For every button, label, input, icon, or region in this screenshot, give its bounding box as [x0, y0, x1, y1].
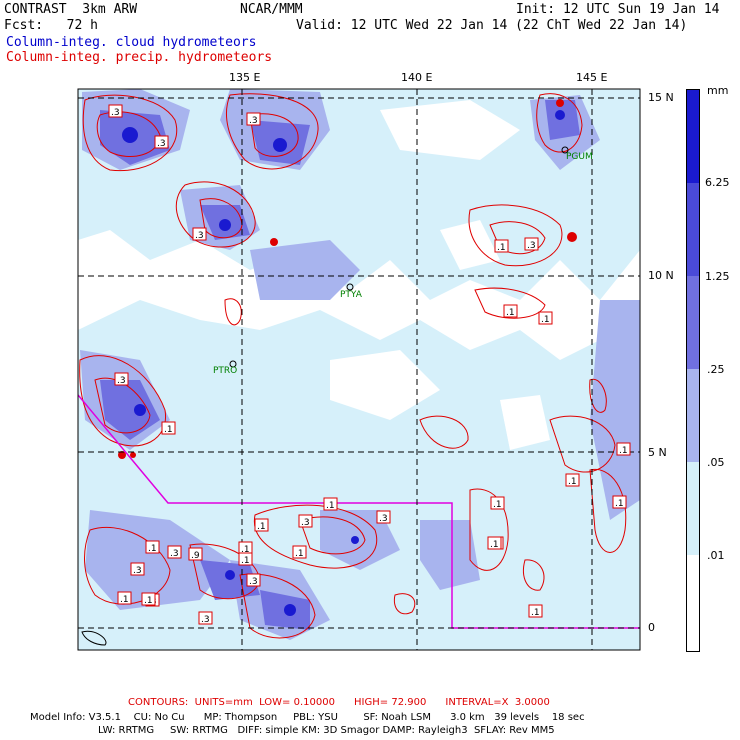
station-label-pgum: PGUM — [566, 152, 593, 162]
contour-label-box — [188, 547, 203, 561]
contour-label-box — [198, 611, 213, 625]
contour-label: .3 — [133, 566, 142, 576]
lat-label-equator: 0 — [648, 621, 655, 634]
contour-label: .3 — [249, 577, 258, 587]
init-time: Init: 12 UTC Sun 19 Jan 14 — [516, 2, 720, 17]
contour-label: .3 — [117, 376, 126, 386]
legend-precip-hydrometeors: Column-integ. precip. hydrometeors — [6, 50, 273, 65]
contour-label-box — [246, 112, 261, 126]
contour-label: .1 — [295, 549, 304, 559]
contour-label: .1 — [615, 499, 624, 509]
center-name: NCAR/MMM — [240, 2, 303, 17]
contour-label: .1 — [164, 425, 173, 435]
contour-label-box — [503, 304, 518, 318]
colorbar-label: .25 — [707, 363, 725, 376]
colorbar-segment — [687, 462, 699, 555]
contour-label: .3 — [170, 549, 179, 559]
contour-label-box — [616, 442, 631, 456]
legend-cloud-hydrometeors: Column-integ. cloud hydrometeors — [6, 35, 257, 50]
contour-label: .3 — [527, 241, 536, 251]
contour-label-box — [154, 135, 169, 149]
contour-label-box — [114, 372, 129, 386]
contour-label: .3 — [249, 116, 258, 126]
contour-label-box — [565, 473, 580, 487]
contour-label: .1 — [619, 446, 628, 456]
contour-label-box — [254, 518, 269, 532]
contour-label: .1 — [241, 545, 250, 555]
contour-label-box — [323, 497, 338, 511]
lon-label-140e: 140 E — [401, 71, 433, 84]
lat-label-15n: 15 N — [648, 91, 674, 104]
forecast-hour: Fcst: 72 h — [4, 18, 98, 33]
contour-label: .1 — [568, 477, 577, 487]
contour-label-group: .3.3.3.3.1.3.1.3.1.1.1.1.1.3.1.3.1.1.1.1… — [108, 104, 631, 625]
contour-label: .3 — [157, 139, 166, 149]
contour-label-box — [238, 552, 253, 566]
contour-label: .1 — [497, 243, 506, 253]
model-info-line2: LW: RRTMG SW: RRTMG DIFF: simple KM: 3D … — [98, 725, 555, 736]
model-info-line1: Model Info: V3.5.1 CU: No Cu MP: Thompso… — [30, 712, 585, 723]
contour-label: .1 — [241, 556, 250, 566]
station-label-ptya: PTYA — [340, 290, 362, 300]
colorbar-segment — [687, 183, 699, 276]
colorbar-label: .01 — [707, 549, 725, 562]
colorbar-segment — [687, 369, 699, 462]
contour-label-box — [141, 592, 156, 606]
contour-label-box — [108, 104, 123, 118]
colorbar-label: 6.25 — [705, 176, 730, 189]
contour-label: .1 — [144, 596, 153, 606]
contour-label-box — [524, 237, 539, 251]
colorbar-segment — [687, 555, 699, 651]
contour-label: .1 — [120, 595, 129, 605]
contour-label-box — [490, 496, 505, 510]
model-title: CONTRAST 3km ARW — [4, 2, 138, 17]
contour-label-box — [494, 239, 509, 253]
colorbar-unit: mm — [707, 84, 729, 97]
contour-label-box — [117, 591, 132, 605]
lat-label-5n: 5 N — [648, 446, 667, 459]
contour-label: .1 — [490, 540, 499, 550]
contour-info: CONTOURS: UNITS=mm LOW= 0.10000 HIGH= 72… — [128, 697, 550, 708]
lon-label-145e: 145 E — [576, 71, 608, 84]
contour-label: .1 — [257, 522, 266, 532]
contour-label-box — [192, 227, 207, 241]
contour-label-box — [130, 562, 145, 576]
contour-label: .3 — [301, 518, 310, 528]
contour-label-box — [487, 536, 502, 550]
map-frame — [77, 88, 641, 651]
colorbar-segment — [687, 276, 699, 369]
lat-label-10n: 10 N — [648, 269, 674, 282]
contour-label-box — [246, 573, 261, 587]
contour-label-box — [292, 545, 307, 559]
colorbar-segment — [687, 90, 699, 183]
contour-label: .1 — [148, 544, 157, 554]
hydrometeor-field — [78, 89, 640, 650]
contour-label: .3 — [195, 231, 204, 241]
contour-label-box — [145, 540, 160, 554]
contour-label-box — [167, 545, 182, 559]
contour-label: .3 — [201, 615, 210, 625]
lon-label-135e: 135 E — [229, 71, 261, 84]
contour-label: .1 — [531, 608, 540, 618]
colorbar-label: 1.25 — [705, 270, 730, 283]
lat-lon-grid — [78, 89, 640, 650]
contour-label: .9 — [191, 551, 200, 561]
colorbar — [686, 89, 700, 652]
contour-label-box — [528, 604, 543, 618]
contour-label-box — [376, 510, 391, 524]
contour-label: .1 — [493, 500, 502, 510]
contour-label: .1 — [541, 315, 550, 325]
contour-label-box — [161, 421, 176, 435]
station-label-ptro: PTRO — [213, 366, 238, 376]
contour-label: .1 — [506, 308, 515, 318]
contour-label-box — [612, 495, 627, 509]
valid-time: Valid: 12 UTC Wed 22 Jan 14 (22 ChT Wed … — [296, 18, 688, 33]
contour-label: .3 — [111, 108, 120, 118]
contour-label-box — [298, 514, 313, 528]
colorbar-label: .05 — [707, 456, 725, 469]
contour-label: .3 — [379, 514, 388, 524]
contour-label-box — [538, 311, 553, 325]
contour-label: .1 — [326, 501, 335, 511]
